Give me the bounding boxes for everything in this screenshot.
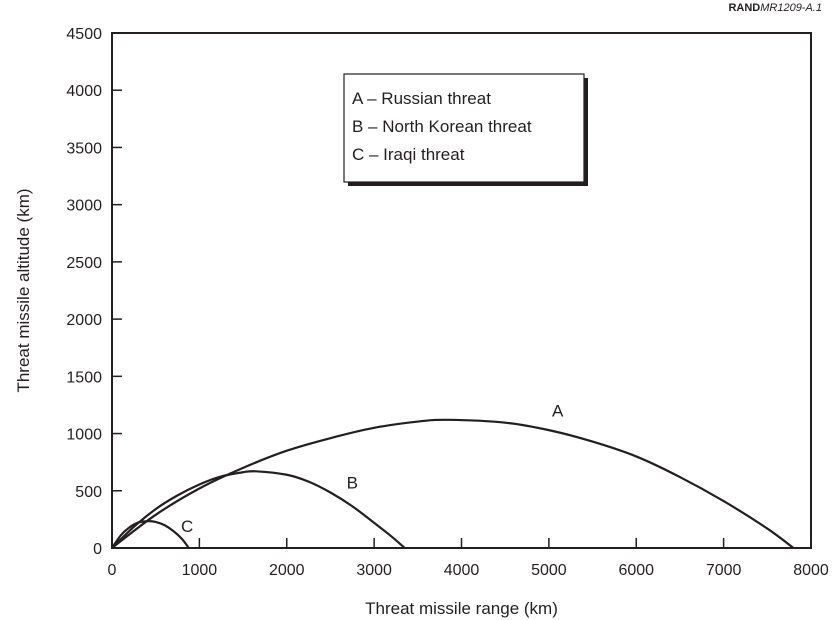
trajectory-a xyxy=(111,418,795,549)
figure-id-tag: RANDMR1209-A.1 xyxy=(728,2,822,14)
x-tick-label: 5000 xyxy=(531,562,567,579)
curve-label-a: A xyxy=(552,401,564,420)
curve-labels: A B C xyxy=(181,401,564,536)
y-tick-label: 2500 xyxy=(66,255,102,272)
trajectory-b xyxy=(111,470,406,549)
y-tick-label: 4000 xyxy=(66,83,102,100)
legend-entry: A – Russian threat xyxy=(352,89,491,108)
x-tick-label: 8000 xyxy=(793,562,829,579)
y-tick-label: 500 xyxy=(75,484,102,501)
y-tick-label: 4500 xyxy=(66,26,102,43)
x-axis-title: Threat missile range (km) xyxy=(365,599,558,618)
y-tick-label: 0 xyxy=(93,541,102,558)
y-tick-label: 1000 xyxy=(66,427,102,444)
legend-entry: B – North Korean threat xyxy=(352,117,532,136)
legend-entry: C – Iraqi threat xyxy=(352,145,465,164)
legend: A – Russian threat B – North Korean threa… xyxy=(343,73,588,186)
x-tick-label: 2000 xyxy=(269,562,305,579)
trajectory-curves xyxy=(111,418,795,549)
y-tick-label: 1500 xyxy=(66,369,102,386)
curve-label-b: B xyxy=(347,473,358,492)
x-tick-label: 4000 xyxy=(444,562,480,579)
figure-id-code: MR1209-A.1 xyxy=(760,2,822,14)
figure-id-prefix: RAND xyxy=(728,2,761,14)
x-axis-ticks: 0 1000 2000 3000 4000 5000 6000 7000 8000 xyxy=(108,538,829,579)
x-tick-label: 0 xyxy=(108,562,117,579)
x-tick-label: 1000 xyxy=(182,562,218,579)
y-axis-ticks: 0 500 1000 1500 2000 2500 3000 3500 4000 4500 xyxy=(66,26,122,558)
y-axis-title: Threat missile altitude (km) xyxy=(14,188,33,392)
y-tick-label: 2000 xyxy=(66,312,102,329)
trajectory-c xyxy=(111,519,190,549)
x-tick-label: 6000 xyxy=(618,562,654,579)
curve-label-c: C xyxy=(181,517,193,536)
y-tick-label: 3500 xyxy=(66,140,102,157)
legend-box xyxy=(343,73,585,183)
x-tick-label: 7000 xyxy=(706,562,742,579)
x-tick-label: 3000 xyxy=(356,562,392,579)
y-tick-label: 3000 xyxy=(66,198,102,215)
